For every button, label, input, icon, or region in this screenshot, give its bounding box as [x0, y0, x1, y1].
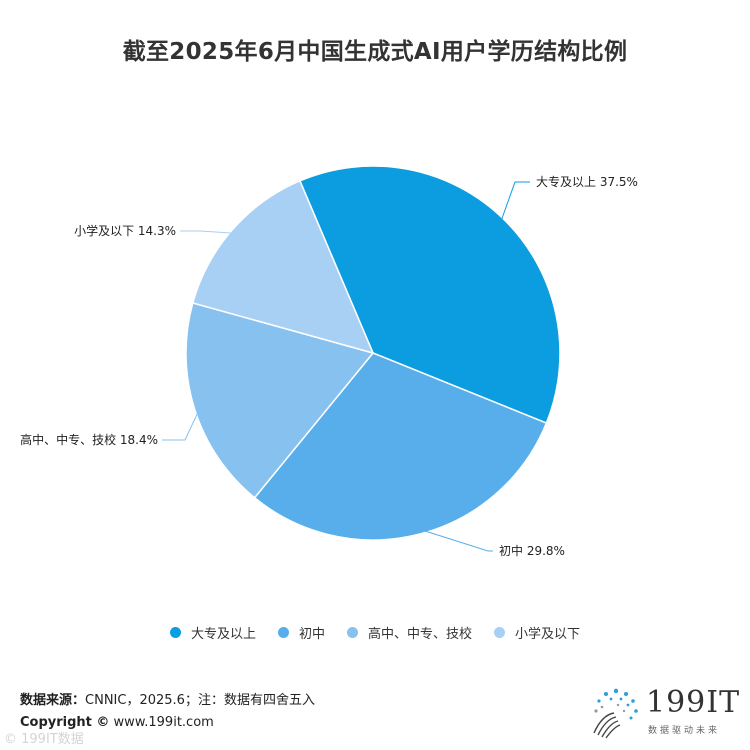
legend-item-1: 初中: [277, 623, 325, 642]
logo-dots-icon: [593, 688, 638, 739]
copyright-label: Copyright ©: [20, 715, 110, 730]
brand-logo: 199IT 数据驱动未来: [588, 683, 741, 743]
chart-title: 截至2025年6月中国生成式AI用户学历结构比例: [122, 39, 628, 65]
logo-slogan: 数据驱动未来: [648, 726, 721, 736]
pie-slice-2: [185, 302, 375, 499]
legend-item-2: 高中、中专、技校: [347, 623, 472, 642]
data-label-0: 大专及以上 37.5%: [536, 174, 638, 189]
leader-line-3: [180, 230, 237, 234]
legend-dot-icon: [277, 627, 289, 638]
legend-dot-icon: [169, 627, 181, 638]
source-line: 数据来源：CNNIC，2025.6；注：数据有四舍五入: [20, 690, 315, 712]
legend-item-3: 小学及以下: [494, 623, 580, 642]
data-label-2: 高中、中专、技校 18.4%: [20, 432, 158, 447]
footer: 数据来源：CNNIC，2025.6；注：数据有四舍五入 Copyright © …: [20, 690, 315, 734]
legend-dot-icon: [347, 627, 358, 638]
data-label-1: 初中 29.8%: [499, 543, 565, 558]
copyright-text: www.199it.com: [109, 715, 214, 730]
legend: 大专及以上 初中 高中、中专、技校 小学及以下: [0, 623, 750, 642]
pie-slice-1: [253, 352, 548, 541]
source-label: 数据来源：: [20, 693, 86, 708]
legend-dot-icon: [494, 627, 506, 638]
legend-label: 小学及以下: [515, 627, 581, 642]
source-text: CNNIC，2025.6；注：数据有四舍五入: [85, 693, 315, 708]
pie-slice-3: [191, 179, 375, 355]
legend-label: 大专及以上: [190, 627, 256, 642]
copyright-line: Copyright © www.199it.com: [20, 712, 315, 734]
pie-chart: 大专及以上 37.5% 初中 29.8% 高中、中专、技校 18.4% 小学及以下 1…: [20, 165, 638, 558]
watermark: © 199IT数据: [4, 732, 84, 747]
legend-label: 初中: [298, 627, 325, 642]
leader-line-1: [417, 528, 493, 552]
logo-text: 199IT: [646, 685, 741, 720]
legend-label: 高中、中专、技校: [368, 627, 473, 642]
leader-line-2: [162, 407, 201, 441]
leader-line-0: [499, 181, 530, 224]
data-label-3: 小学及以下 14.3%: [74, 223, 176, 238]
legend-item-0: 大专及以上: [169, 623, 256, 642]
pie-slice-0: [298, 165, 561, 425]
